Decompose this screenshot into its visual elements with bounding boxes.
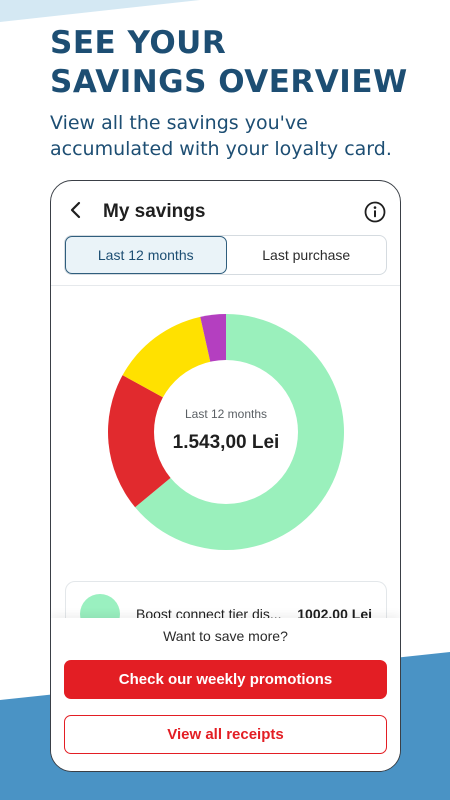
weekly-promotions-button[interactable]: Check our weekly promotions xyxy=(64,660,387,699)
divider xyxy=(51,285,400,286)
chart-center-value: 1.543,00 Lei xyxy=(173,432,280,453)
phone-frame: My savings Last 12 months Last purchase … xyxy=(50,180,401,772)
promo-headline-line1: SEE YOUR xyxy=(50,25,227,61)
period-tabs: Last 12 months Last purchase xyxy=(64,235,387,275)
page-title: My savings xyxy=(103,201,206,222)
promo-headline-line2: SAVINGS OVERVIEW xyxy=(50,64,408,100)
tab-last-12-months[interactable]: Last 12 months xyxy=(65,236,227,274)
app-header: My savings xyxy=(51,181,400,237)
background-top-band xyxy=(0,0,200,22)
promo-headline: SEE YOUR SAVINGS OVERVIEW xyxy=(50,24,408,102)
view-receipts-button[interactable]: View all receipts xyxy=(64,715,387,754)
promo-subtitle: View all the savings you've accumulated … xyxy=(50,112,392,160)
tab-last-purchase[interactable]: Last purchase xyxy=(262,247,351,263)
back-arrow-icon[interactable] xyxy=(65,199,87,221)
bottom-action-panel: Want to save more? Check our weekly prom… xyxy=(51,618,400,771)
savings-donut-chart: Last 12 months 1.543,00 Lei xyxy=(108,314,344,550)
save-more-prompt: Want to save more? xyxy=(163,628,288,644)
chart-center-label: Last 12 months xyxy=(185,407,267,421)
info-icon[interactable] xyxy=(364,201,386,223)
